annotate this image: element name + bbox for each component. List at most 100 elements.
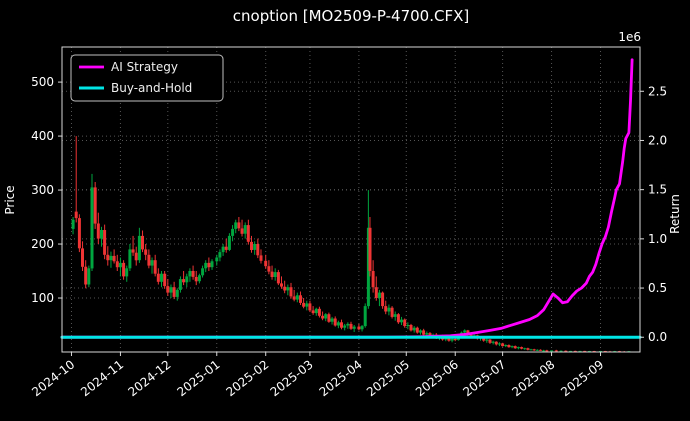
candle-body (545, 350, 549, 352)
candle-body (494, 341, 498, 345)
x-tick-label: 2025-04 (317, 357, 365, 399)
right-tick-label: 2.5 (648, 84, 667, 98)
plot-border (61, 46, 641, 353)
candle-body (243, 225, 247, 234)
candle-body (469, 334, 473, 337)
candle-body (324, 314, 328, 319)
candle-body (308, 303, 312, 311)
candle-body (253, 244, 257, 250)
candle-body (374, 287, 378, 298)
x-tick-label: 2025-08 (509, 357, 557, 399)
candle-body (504, 345, 508, 347)
candle-body (134, 252, 138, 261)
candle-body (163, 273, 167, 287)
candle-body (231, 228, 235, 236)
candle-body (210, 261, 214, 268)
candle-body (141, 235, 144, 250)
x-tick-label: 2025-09 (558, 357, 606, 399)
candle-body (532, 349, 536, 351)
candle-body (311, 310, 315, 314)
candle-body (299, 295, 302, 303)
candle-body (535, 349, 539, 351)
candle-body (286, 287, 290, 291)
candle-body (125, 268, 129, 277)
chart-title: cnoption [MO2509-P-4700.CFX] (233, 7, 469, 25)
candle-body (103, 230, 107, 255)
candle-body (526, 348, 530, 350)
candle-body (81, 248, 84, 267)
candle-body (390, 307, 394, 317)
series-layer (60, 58, 642, 339)
candle-body (578, 350, 582, 352)
candle-body (194, 277, 198, 282)
candle-body (415, 327, 419, 333)
right-tick-label: 0.0 (648, 330, 667, 344)
candle-body (128, 249, 132, 269)
candle-body (428, 333, 432, 337)
candle-body (237, 222, 241, 229)
candle-body (256, 244, 260, 256)
candle-body (366, 227, 370, 307)
candle-body (147, 254, 151, 266)
left-tick-label: 300 (31, 183, 54, 197)
candle-body (520, 347, 524, 349)
right-tick-label: 2.0 (648, 133, 667, 147)
candle-body (542, 350, 546, 352)
candle-body (204, 262, 208, 269)
candle-body (363, 306, 367, 327)
candle-body (516, 347, 520, 349)
candle-body (305, 303, 309, 307)
candle-body (264, 260, 268, 267)
candle-body (463, 330, 467, 333)
candle-body (330, 318, 334, 322)
left-tick-label: 200 (31, 237, 54, 251)
candle-body (131, 249, 135, 253)
candle-body (175, 289, 179, 297)
candle-body (425, 333, 429, 335)
candle-body (573, 350, 577, 352)
candle-body (523, 348, 527, 350)
x-tick-label: 2025-03 (268, 357, 316, 399)
candle-body (412, 327, 416, 331)
right-axis-multiplier: 1e6 (618, 30, 641, 44)
candle-body (422, 330, 426, 335)
candle-body (172, 287, 176, 297)
candle-body (510, 346, 514, 348)
candle-body (360, 326, 364, 330)
candle-body (295, 295, 299, 300)
candle-body (201, 268, 205, 276)
candle-body (327, 314, 331, 322)
candle-body (273, 272, 277, 277)
candle-body (118, 262, 122, 268)
candle-body (340, 322, 343, 328)
candle-body (169, 287, 173, 293)
candle-body (343, 325, 347, 328)
x-tick-label: 2025-07 (460, 357, 508, 399)
candle-body (497, 343, 501, 345)
candle-body (569, 350, 572, 352)
candle-body (191, 271, 195, 277)
candle-body (482, 337, 486, 341)
left-tick-label: 500 (31, 75, 54, 89)
x-tick-label: 2025-05 (364, 357, 412, 399)
legend-label-ai-strategy: AI Strategy (111, 60, 178, 74)
candle-body (317, 308, 321, 316)
candle-body (507, 345, 511, 348)
legend: AI Strategy Buy-and-Hold (70, 54, 224, 102)
candle-body (491, 341, 495, 343)
candles-layer (71, 136, 631, 353)
candle-body (384, 306, 388, 312)
candle-body (485, 339, 489, 341)
candle-body (396, 314, 400, 323)
candle-body (564, 350, 568, 352)
candle-body (314, 308, 318, 314)
candle-body (550, 350, 554, 352)
candle-body (109, 255, 113, 261)
grid-layer (62, 47, 640, 352)
right-tick-label: 1.0 (648, 232, 667, 246)
candle-body (90, 187, 94, 269)
axes-layer: 100 200 300 400 500 0.0 0.5 1.0 1.5 2.0 2.5 2024-10… (29, 75, 667, 399)
candle-body (583, 350, 587, 352)
